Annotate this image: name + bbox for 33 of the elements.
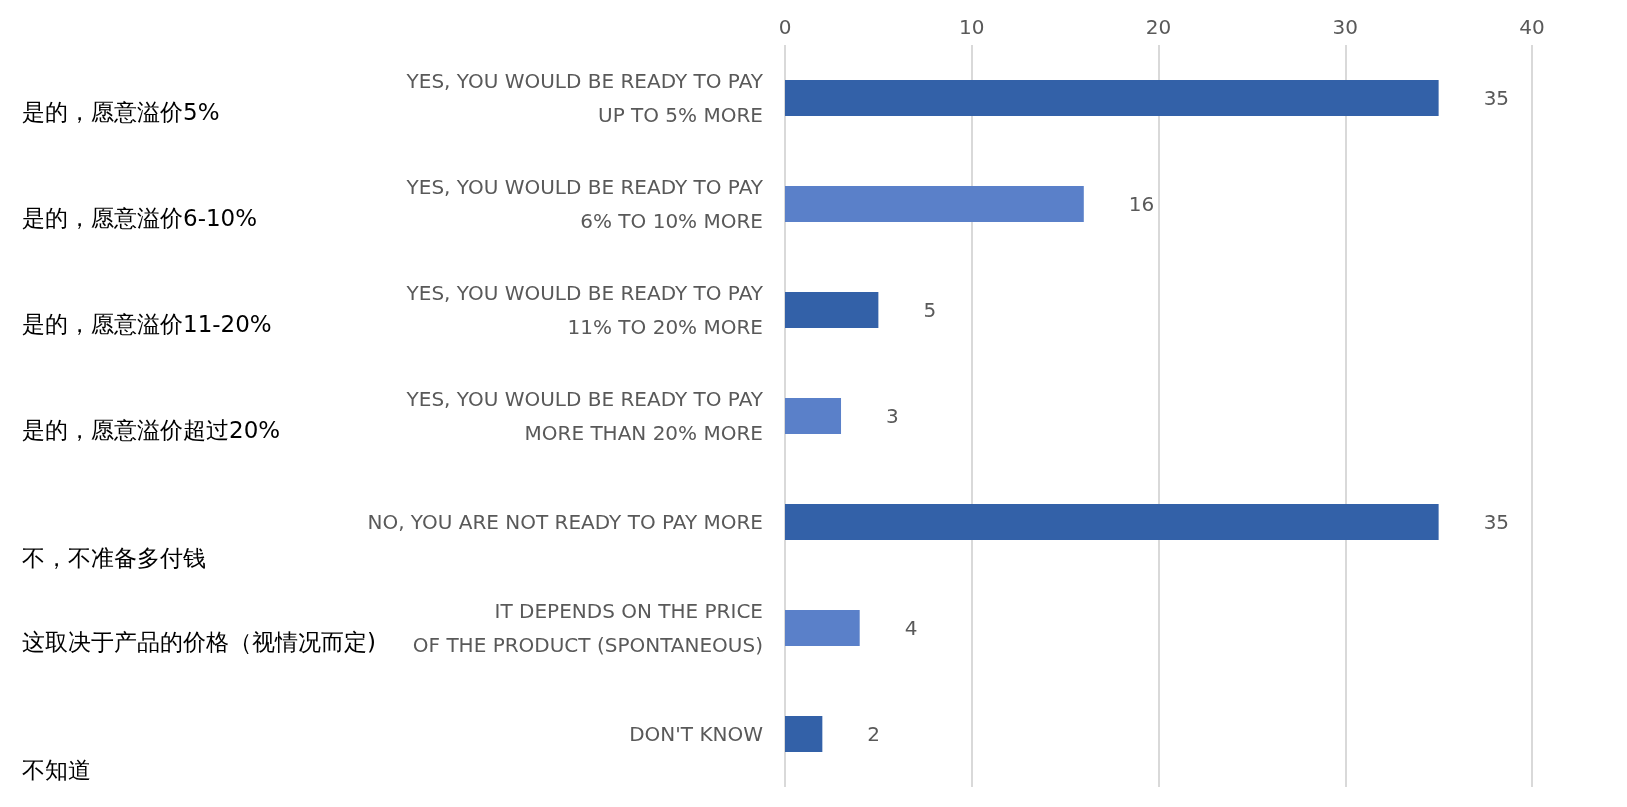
y-tick-label: IT DEPENDS ON THE PRICE OF THE PRODUCT (SPONTANEOUS) xyxy=(412,599,763,657)
y-tick-label: NO, YOU ARE NOT READY TO PAY MORE xyxy=(367,510,763,534)
text: 是的，愿意溢价5% xyxy=(22,98,220,125)
x-tick-label: 10 xyxy=(959,15,985,39)
y-tick-label: YES, YOU WOULD BE READY TO PAY 6% TO 10% MORE xyxy=(405,175,764,233)
data-label: 3 xyxy=(886,404,899,428)
data-label: 35 xyxy=(1483,86,1510,110)
y-tick-label: DON'T KNOW xyxy=(629,722,764,746)
text: 是的，愿意溢价超过20% xyxy=(22,416,281,443)
x-tick-label: 30 xyxy=(1332,15,1358,39)
bar xyxy=(785,186,1084,222)
text: 不，不准备多付钱 xyxy=(22,544,206,571)
bar xyxy=(785,504,1439,540)
text: 不知道 xyxy=(22,756,91,783)
x-tick-label: 20 xyxy=(1145,15,1172,39)
data-label: 35 xyxy=(1483,510,1510,534)
data-label: 4 xyxy=(904,616,918,640)
y-tick-label: YES, YOU WOULD BE READY TO PAY UP TO 5% MORE xyxy=(405,69,764,127)
x-tick-label: 0 xyxy=(778,15,792,39)
bar xyxy=(785,80,1439,116)
text: 这取决于产品的价格（视情况而定) xyxy=(22,628,376,655)
x-tick-label: 40 xyxy=(1519,15,1545,39)
y-tick-label: YES, YOU WOULD BE READY TO PAY MORE THAN 20% MORE xyxy=(405,387,764,445)
text: 是的，愿意溢价6-10% xyxy=(22,204,258,231)
y-tick-label: YES, YOU WOULD BE READY TO PAY 11% TO 20% MORE xyxy=(405,281,764,339)
data-label: 5 xyxy=(923,298,937,322)
bar xyxy=(785,398,842,434)
bar xyxy=(785,716,823,752)
data-label: 16 xyxy=(1128,192,1155,216)
bar xyxy=(785,292,879,328)
bar xyxy=(785,610,860,646)
data-label: 2 xyxy=(867,722,881,746)
text: 是的，愿意溢价11-20% xyxy=(22,310,272,337)
